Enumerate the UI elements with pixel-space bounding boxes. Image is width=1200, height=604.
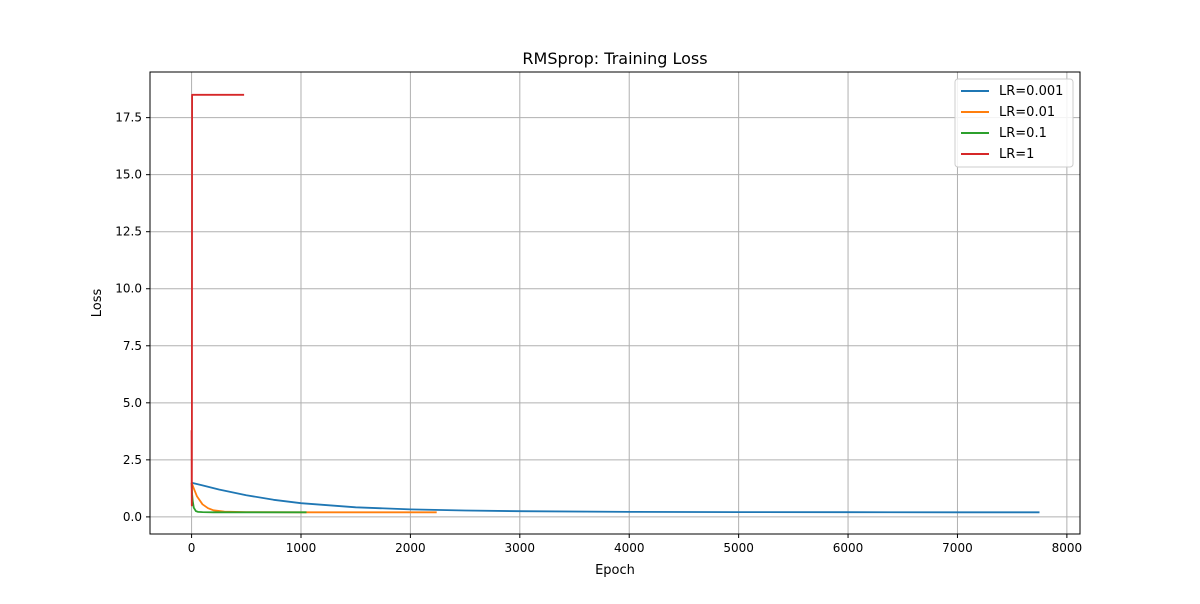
series-line-lr-0-01: [190, 482, 437, 514]
legend-label: LR=1: [999, 147, 1034, 162]
series-lines: [190, 93, 1040, 514]
x-tick-label: 3000: [505, 541, 536, 555]
x-axis-label: Epoch: [595, 563, 635, 578]
y-axis-label: Loss: [90, 289, 105, 318]
x-tick-label: 0: [188, 541, 196, 555]
x-tick-label: 2000: [395, 541, 426, 555]
x-tick-label: 4000: [614, 541, 645, 555]
y-tick-label: 2.5: [123, 453, 142, 467]
y-tick-label: 17.5: [115, 111, 142, 125]
axis-ticks: 0 1000 2000 3000 4000 5000 6000 7000 8000 0.0 2.5 5…: [115, 111, 1082, 555]
y-tick-label: 10.0: [115, 282, 142, 296]
y-tick-label: 15.0: [115, 168, 142, 182]
legend-box: [954, 78, 1074, 168]
x-tick-label: 7000: [942, 541, 973, 555]
x-tick-label: 6000: [833, 541, 864, 555]
plot-frame: [149, 71, 1081, 535]
x-tick-label: 8000: [1052, 541, 1083, 555]
legend-label: LR=0.01: [999, 105, 1055, 120]
series-line-lr-0-001: [191, 481, 1040, 514]
legend-label: LR=0.001: [999, 84, 1063, 99]
series-line-lr-1: [190, 93, 245, 507]
x-tick-label: 1000: [286, 541, 317, 555]
y-tick-label: 5.0: [123, 396, 142, 410]
y-tick-label: 12.5: [115, 225, 142, 239]
chart-title: RMSprop: Training Loss: [522, 49, 707, 68]
legend-label: LR=0.1: [999, 126, 1047, 141]
y-tick-label: 7.5: [123, 339, 142, 353]
legend: LR=0.001 LR=0.01 LR=0.1 LR=1: [954, 78, 1074, 168]
y-tick-label: 0.0: [123, 510, 142, 524]
x-tick-label: 5000: [723, 541, 754, 555]
